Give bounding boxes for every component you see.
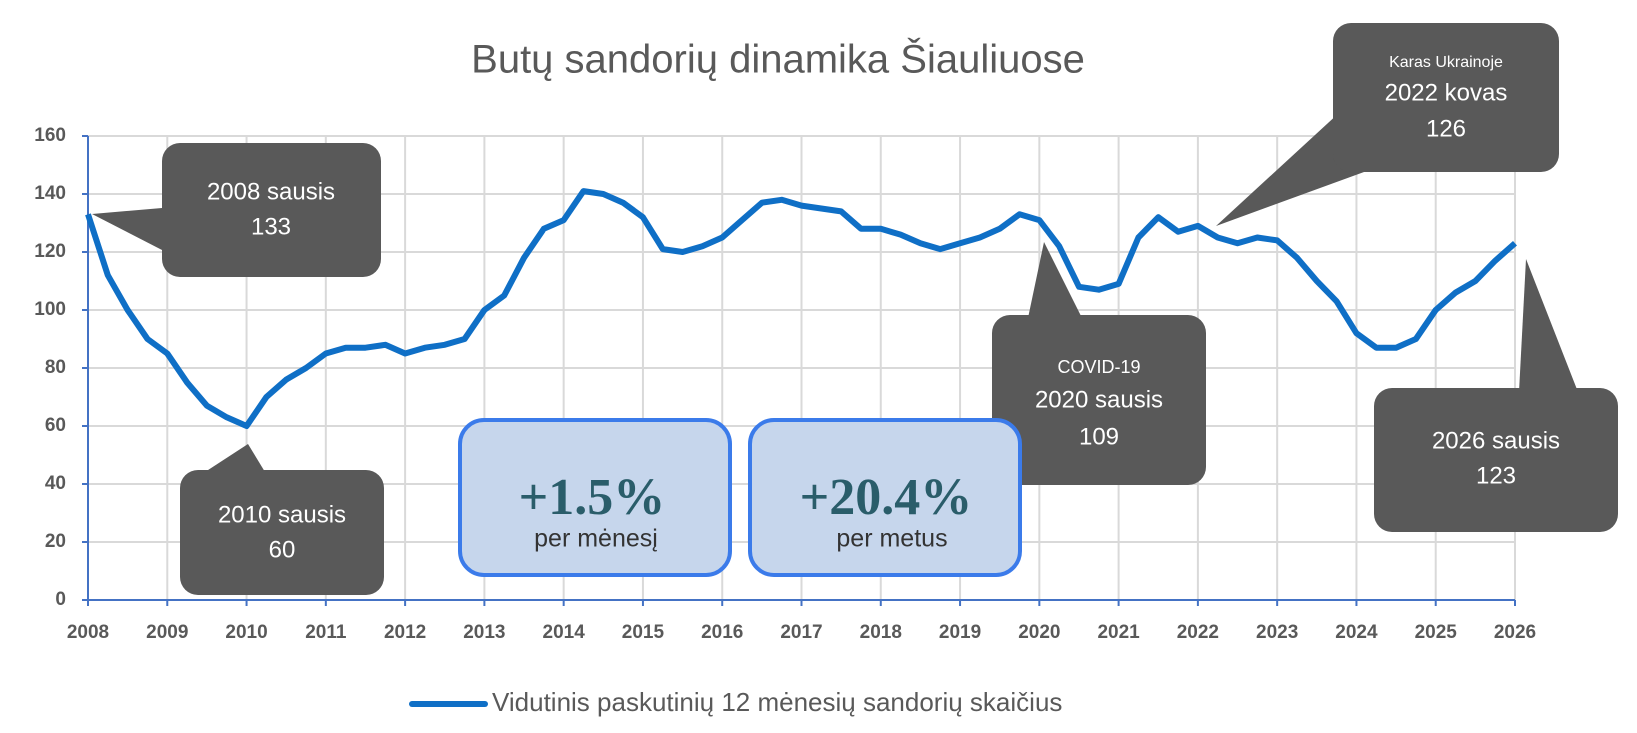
callouts: 2008 sausis 133 2010 sausis 60 COVID-19 …: [92, 23, 1618, 595]
stats: +1.5% per mėnesį +20.4% per metus: [458, 418, 1022, 577]
x-tick-label: 2011: [305, 622, 347, 643]
stat-label: per metus: [836, 525, 947, 553]
callout-pointer: [205, 444, 265, 472]
callout-text: 2022 kovas: [1385, 79, 1508, 106]
x-tick-label: 2008: [67, 622, 109, 643]
y-tick-label: 80: [45, 357, 66, 378]
callout: [180, 470, 384, 595]
legend: Vidutinis paskutinių 12 mėnesių sandorių…: [409, 687, 1062, 717]
x-tick-label: 2023: [1256, 622, 1298, 643]
plot: [85, 188, 1517, 429]
x-tick-label: 2017: [780, 622, 822, 643]
x-tick-label: 2026: [1494, 622, 1536, 643]
data-line: [85, 188, 1517, 429]
callout: [1333, 23, 1559, 172]
y-tick-label: 60: [45, 415, 66, 436]
callout-pointer: [1519, 259, 1578, 392]
stat-box: [748, 418, 1022, 577]
y-tick-label: 100: [34, 299, 66, 320]
stat-box: [458, 418, 732, 577]
y-tick-label: 120: [34, 241, 66, 262]
x-tick-label: 2020: [1018, 622, 1060, 643]
y-tick-label: 20: [45, 531, 66, 552]
callout-text: 123: [1476, 462, 1516, 489]
callout-text: Karas Ukrainoje: [1389, 54, 1503, 71]
callout-text: 2020 sausis: [1035, 386, 1163, 413]
x-tick-label: 2013: [463, 622, 505, 643]
x-tick-label: 2024: [1335, 622, 1378, 643]
callout-text: 109: [1079, 423, 1119, 450]
callout-text: COVID-19: [1057, 357, 1140, 377]
stat-label: per mėnesį: [534, 525, 658, 553]
x-tick-label: 2022: [1177, 622, 1219, 643]
callout-text: 60: [269, 536, 296, 563]
callout-text: 2010 sausis: [218, 501, 346, 528]
y-tick-label: 160: [34, 125, 66, 146]
callout-pointer: [1028, 242, 1082, 318]
x-tick-label: 2014: [543, 622, 586, 643]
callout: [1374, 388, 1618, 532]
callout-text: 133: [251, 213, 291, 240]
stat-value: +20.4%: [800, 469, 973, 526]
y-tick-label: 40: [45, 473, 66, 494]
callout-text: 2026 sausis: [1432, 427, 1560, 454]
legend-label: Vidutinis paskutinių 12 mėnesių sandorių…: [492, 687, 1062, 717]
x-tick-label: 2009: [146, 622, 188, 643]
x-tick-label: 2012: [384, 622, 426, 643]
callout: [992, 315, 1206, 485]
y-tick-label: 140: [34, 183, 66, 204]
callout-text: 2008 sausis: [207, 178, 335, 205]
y-tick-label: 0: [55, 589, 66, 610]
chart-title: Butų sandorių dinamika Šiauliuose: [471, 37, 1085, 82]
callout-text: 126: [1426, 115, 1466, 142]
callout-pointer: [92, 208, 162, 250]
callout: [162, 143, 381, 277]
x-tick-label: 2010: [225, 622, 267, 643]
x-tick-label: 2019: [939, 622, 981, 643]
x-tick-label: 2015: [622, 622, 665, 643]
x-tick-label: 2018: [860, 622, 902, 643]
x-tick-label: 2021: [1097, 622, 1140, 643]
x-tick-label: 2016: [701, 622, 743, 643]
stat-value: +1.5%: [519, 469, 666, 526]
x-tick-label: 2025: [1415, 622, 1458, 643]
